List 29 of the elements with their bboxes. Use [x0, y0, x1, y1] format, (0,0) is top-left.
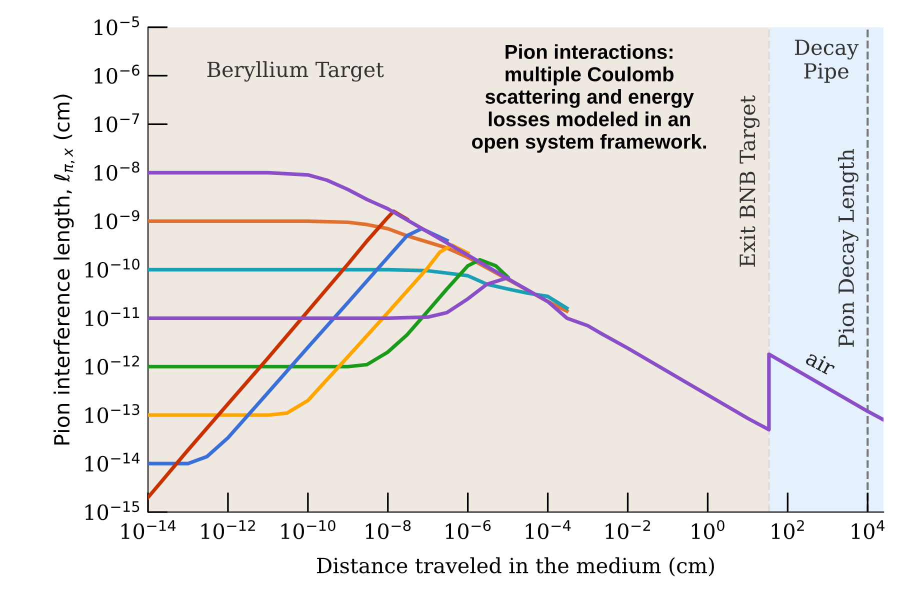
x-tick-label: 10$^{−6}$ — [446, 520, 491, 540]
annotation: Pion interactions: multiple Coulomb scattering and energy losses modeled in an open system framework. — [472, 44, 706, 153]
y-tick-label: 10$^{−7}$ — [94, 113, 140, 132]
ref-line-label: Exit BNB Target — [740, 95, 760, 267]
x-tick-label: 10$^{−2}$ — [606, 520, 650, 540]
y-tick-label: 10$^{−15}$ — [85, 501, 140, 520]
annotation: air — [804, 349, 837, 376]
x-tick-label: 10$^{−10}$ — [281, 520, 336, 540]
y-tick-label: 10$^{−5}$ — [94, 16, 140, 36]
y-tick-label: 10$^{−14}$ — [85, 452, 140, 472]
x-tick-label: 10$^{4}$ — [852, 520, 884, 540]
y-tick-label: 10$^{−12}$ — [85, 356, 139, 375]
y-axis-title: Pion interference length, ℓ$_{π,x}$ (cm) — [54, 94, 75, 444]
x-tick-label: 10$^{0}$ — [692, 520, 724, 540]
y-tick-label: 10$^{−10}$ — [85, 258, 140, 278]
band-label: Beryllium Target — [207, 61, 384, 82]
y-tick-label: 10$^{−6}$ — [94, 64, 140, 84]
y-tick-label: 10$^{−11}$ — [85, 307, 140, 326]
x-tick-label: 10$^{−12}$ — [201, 520, 255, 540]
x-tick-label: 10$^{−4}$ — [526, 520, 571, 540]
y-tick-label: 10$^{−13}$ — [85, 404, 140, 424]
x-tick-label: 10$^{−14}$ — [121, 520, 176, 540]
x-tick-label: 10$^{2}$ — [772, 520, 804, 540]
x-tick-label: 10$^{−8}$ — [366, 520, 411, 540]
band-label: Decay Pipe — [794, 40, 859, 83]
ref-line-label: Pion Decay Length — [838, 149, 858, 347]
x-axis-title: Distance traveled in the medium (cm) — [317, 557, 714, 576]
y-tick-label: 10$^{−9}$ — [94, 210, 140, 230]
y-tick-label: 10$^{−8}$ — [94, 162, 140, 181]
